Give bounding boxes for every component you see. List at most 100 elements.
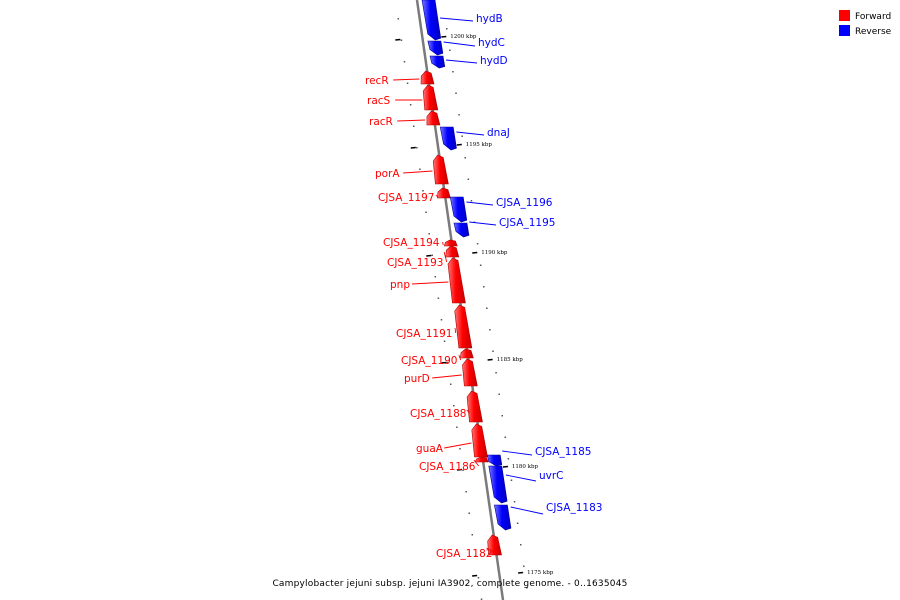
gene-label: purD — [404, 373, 430, 385]
gene-uvrc[interactable]: uvrC — [488, 465, 564, 504]
gene-feature[interactable] — [487, 534, 502, 556]
gene-cjsa-1194[interactable]: CJSA_1194 — [383, 237, 458, 249]
minor-tick-left — [437, 297, 440, 299]
gene-feature[interactable] — [429, 55, 446, 69]
gene-label: CJSA_1186 — [419, 461, 476, 473]
gene-leader-line — [435, 194, 439, 198]
gene-label: CJSA_1193 — [387, 257, 443, 269]
gene-cjsa-1196[interactable]: CJSA_1196 — [449, 196, 553, 223]
gene-cjsa-1186[interactable]: CJSA_1186 — [419, 456, 489, 473]
gene-hydd[interactable]: hydD — [429, 55, 508, 69]
gene-label: CJSA_1194 — [383, 237, 440, 249]
gene-feature[interactable] — [471, 423, 488, 458]
gene-feature[interactable] — [453, 222, 470, 238]
gene-feature[interactable] — [459, 348, 474, 359]
gene-guaa[interactable]: guaA — [416, 423, 488, 458]
gene-hydc[interactable]: hydC — [427, 37, 505, 56]
legend-label-reverse: Reverse — [855, 27, 892, 37]
gene-label: hydC — [478, 37, 505, 49]
minor-tick-left — [474, 555, 477, 557]
minor-tick-right — [492, 350, 494, 352]
minor-tick-left — [431, 254, 433, 256]
gene-feature[interactable] — [426, 110, 441, 126]
minor-tick-right — [479, 264, 482, 266]
gene-label: dnaJ — [487, 127, 510, 139]
minor-tick-left — [422, 190, 424, 192]
gene-feature[interactable] — [466, 390, 483, 423]
major-tick-mark — [441, 35, 447, 38]
gene-leader-line — [443, 251, 448, 263]
gene-leader-line — [510, 506, 544, 515]
gene-label: CJSA_1188 — [410, 408, 466, 420]
gene-feature[interactable] — [486, 454, 503, 467]
gene-racr[interactable]: racR — [369, 110, 441, 128]
gene-feature[interactable] — [445, 245, 460, 258]
gene-feature[interactable] — [422, 84, 439, 111]
minor-tick-left — [468, 512, 470, 514]
legend-swatch-reverse — [839, 25, 850, 36]
minor-tick-right — [516, 522, 519, 524]
gene-feature[interactable] — [439, 126, 457, 151]
minor-tick-right — [470, 200, 473, 202]
gene-feature[interactable] — [437, 187, 451, 199]
gene-feature[interactable] — [420, 70, 435, 85]
gene-feature[interactable] — [449, 196, 468, 223]
gene-cjsa-1183[interactable]: CJSA_1183 — [494, 502, 602, 531]
gene-label: CJSA_1195 — [499, 217, 555, 229]
gene-cjsa-1188[interactable]: CJSA_1188 — [410, 390, 483, 423]
tick-label: 1190 kbp — [481, 250, 508, 256]
minor-tick-right — [467, 178, 470, 180]
minor-tick-left — [409, 104, 412, 106]
gene-hydb[interactable]: hydB — [421, 0, 503, 41]
gene-leader-line — [458, 354, 462, 361]
gene-cjsa-1191[interactable]: CJSA_1191 — [396, 304, 473, 349]
gene-label: CJSA_1185 — [535, 446, 591, 458]
gene-label: CJSA_1191 — [396, 328, 452, 340]
gene-feature[interactable] — [474, 456, 489, 463]
gene-feature[interactable] — [447, 257, 466, 304]
gene-pnp[interactable]: pnp — [390, 257, 466, 304]
gene-feature[interactable] — [421, 0, 442, 41]
minor-tick-left — [471, 534, 474, 536]
gene-cjsa-1195[interactable]: CJSA_1195 — [453, 217, 555, 238]
major-tick-mark-left — [426, 254, 432, 257]
gene-pora[interactable]: porA — [375, 154, 449, 185]
minor-tick-left — [453, 405, 455, 407]
gene-leader-line — [469, 221, 497, 226]
gene-dnaj[interactable]: dnaJ — [439, 126, 510, 151]
gene-cjsa-1193[interactable]: CJSA_1193 — [387, 245, 460, 269]
gene-feature[interactable] — [494, 504, 512, 531]
major-tick-mark — [502, 465, 509, 468]
gene-cjsa-1182[interactable]: CJSA_1182 — [436, 534, 502, 560]
gene-racs[interactable]: racS — [367, 84, 439, 111]
minor-tick-right — [513, 501, 516, 503]
gene-leader-line — [454, 327, 457, 334]
major-tick-mark-left — [472, 574, 478, 577]
gene-cjsa-1197[interactable]: CJSA_1197 — [378, 187, 451, 204]
gene-feature[interactable] — [488, 465, 508, 504]
gene-cjsa-1185[interactable]: CJSA_1185 — [486, 446, 591, 467]
gene-feature[interactable] — [462, 358, 478, 387]
gene-recr[interactable]: recR — [365, 70, 435, 87]
gene-label: pnp — [390, 279, 410, 291]
gene-feature[interactable] — [432, 154, 449, 185]
gene-leader-line — [397, 119, 426, 122]
minor-tick-left — [449, 383, 452, 385]
gene-feature[interactable] — [427, 40, 444, 56]
gene-feature[interactable] — [454, 304, 473, 349]
gene-label: hydD — [480, 55, 508, 67]
major-tick-mark-left — [456, 468, 463, 471]
minor-tick-left — [406, 82, 409, 84]
gene-purd[interactable]: purD — [404, 358, 478, 387]
genome-caption: Campylobacter jejuni subsp. jejuni IA390… — [272, 579, 628, 589]
minor-tick-right — [501, 415, 503, 417]
gene-leader-line — [466, 409, 471, 414]
tick-label: 1195 kbp — [466, 142, 493, 148]
minor-tick-right — [464, 157, 467, 159]
gene-cjsa-1190[interactable]: CJSA_1190 — [401, 348, 474, 367]
gene-feature[interactable] — [443, 239, 458, 247]
major-tick-mark-left — [441, 361, 447, 364]
gene-label: guaA — [416, 443, 444, 455]
minor-tick-right — [476, 243, 479, 245]
